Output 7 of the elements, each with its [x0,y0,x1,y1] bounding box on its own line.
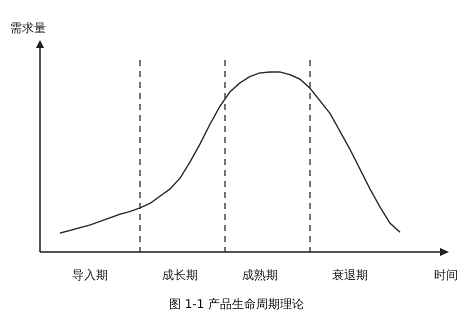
x-tick-label: 成熟期 [242,268,278,282]
text: 图 1-1 产品生命周期理论 [168,297,304,311]
y-axis-title: 需求量 [10,21,46,35]
x-tick-label: 衰退期 [332,268,368,282]
x-tick-label: 导入期 [72,268,108,282]
x-axis-title: 时间 [434,268,458,282]
x-tick-label: 成长期 [162,268,198,282]
